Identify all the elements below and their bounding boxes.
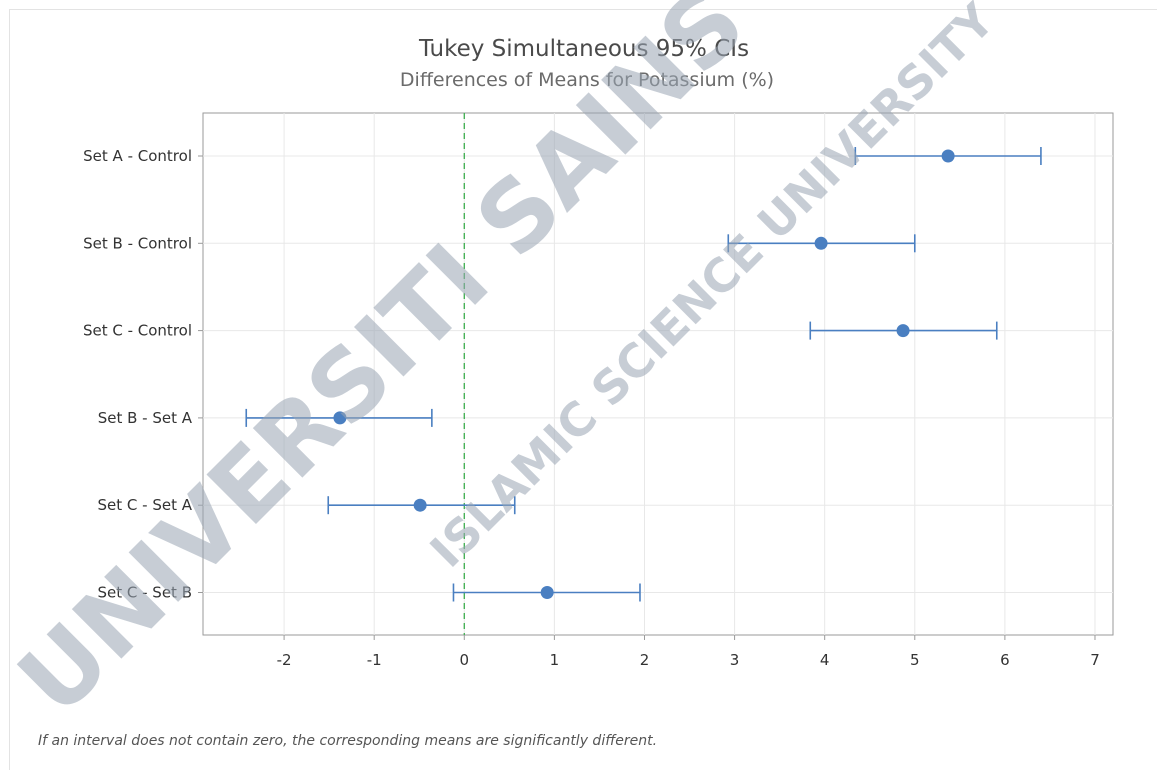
y-axis: Set A - Control Set B - Control Set C - Co… xyxy=(83,147,203,602)
x-tick-label: 2 xyxy=(640,651,650,669)
y-category-label: Set C - Set B xyxy=(97,584,192,602)
x-tick-label: 4 xyxy=(820,651,830,669)
chart-subtitle: Differences of Means for Potassium (%) xyxy=(400,69,774,91)
y-category-label: Set B - Set A xyxy=(98,409,193,427)
mean-difference-point xyxy=(814,236,828,250)
x-tick-label: 6 xyxy=(1000,651,1010,669)
y-category-label: Set C - Control xyxy=(83,322,192,340)
mean-difference-point xyxy=(413,498,427,512)
chart-title: Tukey Simultaneous 95% CIs xyxy=(418,36,749,62)
x-tick-label: 0 xyxy=(460,651,470,669)
y-category-label: Set C - Set A xyxy=(98,496,193,514)
y-category-label: Set B - Control xyxy=(83,234,192,252)
x-tick-label: -1 xyxy=(367,651,382,669)
chart-frame xyxy=(9,9,1157,770)
mean-difference-point xyxy=(896,324,910,338)
x-tick-label: 7 xyxy=(1090,651,1100,669)
x-axis: -2 -1 0 1 2 3 4 5 6 7 xyxy=(277,635,1100,669)
y-category-label: Set A - Control xyxy=(83,147,192,165)
plot-area xyxy=(202,112,1114,636)
x-tick-label: 5 xyxy=(910,651,920,669)
x-tick-label: 3 xyxy=(730,651,740,669)
mean-difference-point xyxy=(941,149,955,163)
x-tick-label: -2 xyxy=(277,651,292,669)
interval-marks xyxy=(245,113,1042,635)
x-tick-label: 1 xyxy=(550,651,560,669)
mean-difference-point xyxy=(333,411,347,425)
footnote: If an interval does not contain zero, th… xyxy=(38,733,657,749)
mean-difference-point xyxy=(540,586,554,599)
